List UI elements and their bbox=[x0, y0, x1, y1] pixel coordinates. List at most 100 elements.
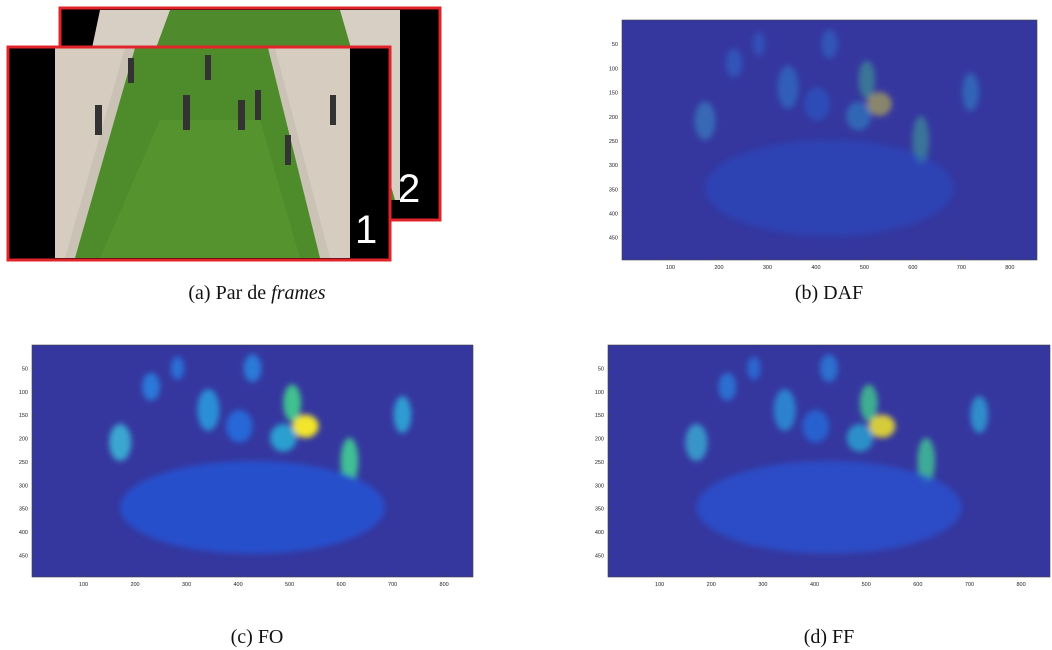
caption-text: FF bbox=[832, 626, 854, 648]
x-tick-label: 300 bbox=[182, 582, 191, 588]
y-tick-label: 200 bbox=[595, 437, 604, 443]
frame-number: 1 bbox=[355, 208, 377, 252]
heat-blob bbox=[859, 61, 876, 99]
heat-blob bbox=[696, 461, 961, 554]
heat-blob bbox=[270, 424, 296, 452]
caption-emphasis: frames bbox=[271, 282, 326, 304]
heat-blob bbox=[860, 384, 878, 421]
x-tick-label: 400 bbox=[811, 265, 820, 271]
y-tick-label: 250 bbox=[609, 139, 618, 145]
caption-label: (b) bbox=[795, 282, 818, 304]
heat-blob bbox=[820, 354, 838, 382]
caption: (d) FF bbox=[804, 626, 855, 648]
x-tick-label: 200 bbox=[714, 265, 723, 271]
heat-blob bbox=[695, 102, 716, 140]
y-tick-label: 450 bbox=[609, 236, 618, 242]
y-tick-label: 150 bbox=[19, 413, 28, 419]
x-tick-label: 100 bbox=[655, 582, 664, 588]
y-tick-label: 300 bbox=[19, 483, 28, 489]
heat-blob bbox=[685, 424, 707, 461]
x-tick-label: 300 bbox=[763, 265, 772, 271]
y-tick-label: 100 bbox=[609, 66, 618, 72]
heat-blob bbox=[109, 424, 131, 461]
x-tick-label: 200 bbox=[130, 582, 139, 588]
heat-blob bbox=[846, 102, 871, 131]
heat-blob bbox=[847, 424, 874, 452]
x-tick-label: 400 bbox=[810, 582, 819, 588]
caption-text: Par de bbox=[216, 282, 267, 304]
x-tick-label: 800 bbox=[1016, 582, 1025, 588]
y-tick-label: 400 bbox=[595, 530, 604, 536]
heat-blob bbox=[197, 389, 219, 431]
x-tick-label: 700 bbox=[965, 582, 974, 588]
heat-blob bbox=[719, 373, 737, 401]
y-tick-label: 400 bbox=[609, 212, 618, 218]
heat-blob bbox=[705, 140, 954, 236]
y-tick-label: 400 bbox=[19, 530, 28, 536]
heatmap-panel: 100 200 300 400 500 600 700 800 50 100 150 200 250 30… bbox=[609, 20, 1037, 271]
x-tick-label: 600 bbox=[337, 582, 346, 588]
x-tick-label: 700 bbox=[388, 582, 397, 588]
heat-blob bbox=[226, 410, 252, 442]
x-tick-label: 700 bbox=[957, 265, 966, 271]
x-tick-label: 500 bbox=[285, 582, 294, 588]
y-tick-label: 200 bbox=[19, 437, 28, 443]
heat-blob bbox=[962, 73, 979, 111]
caption: (c) FO bbox=[231, 626, 284, 648]
y-tick-label: 300 bbox=[595, 483, 604, 489]
heat-blob bbox=[970, 396, 988, 433]
heat-blob bbox=[747, 357, 760, 380]
y-tick-label: 150 bbox=[609, 91, 618, 97]
frame-number: 2 bbox=[398, 167, 420, 211]
x-tick-label: 500 bbox=[862, 582, 871, 588]
heat-blob bbox=[805, 87, 830, 121]
frame-1: 1 bbox=[8, 47, 390, 260]
heat-blob bbox=[753, 32, 765, 56]
y-tick-label: 50 bbox=[22, 366, 28, 372]
caption-text: FO bbox=[258, 626, 284, 648]
heat-blob bbox=[142, 373, 160, 401]
heatmap-panel: 100 200 300 400 500 600 700 800 50 100 150 200 250 30… bbox=[19, 345, 473, 588]
heat-blob bbox=[821, 30, 838, 59]
x-tick-label: 800 bbox=[440, 582, 449, 588]
x-tick-label: 200 bbox=[707, 582, 716, 588]
caption: (a) Par de frames bbox=[188, 282, 325, 304]
x-tick-label: 500 bbox=[860, 265, 869, 271]
x-tick-label: 600 bbox=[908, 265, 917, 271]
y-tick-label: 250 bbox=[595, 460, 604, 466]
y-tick-label: 250 bbox=[19, 460, 28, 466]
caption-label: (c) bbox=[231, 626, 253, 648]
x-tick-label: 800 bbox=[1005, 265, 1014, 271]
x-tick-label: 400 bbox=[233, 582, 242, 588]
y-tick-label: 350 bbox=[609, 187, 618, 193]
x-tick-label: 300 bbox=[758, 582, 767, 588]
y-tick-label: 100 bbox=[19, 390, 28, 396]
y-tick-label: 450 bbox=[595, 553, 604, 559]
heat-blob bbox=[774, 389, 796, 431]
heat-blob bbox=[283, 384, 301, 421]
heat-blob bbox=[778, 66, 799, 109]
y-tick-label: 200 bbox=[609, 115, 618, 121]
heat-blob bbox=[394, 396, 412, 433]
caption-label: (a) bbox=[188, 282, 210, 304]
y-tick-label: 50 bbox=[598, 366, 604, 372]
y-tick-label: 150 bbox=[595, 413, 604, 419]
heat-blob bbox=[726, 49, 743, 78]
x-tick-label: 600 bbox=[913, 582, 922, 588]
heat-blob bbox=[171, 357, 184, 380]
y-tick-label: 350 bbox=[595, 507, 604, 513]
heat-blob bbox=[802, 410, 829, 442]
y-tick-label: 50 bbox=[612, 42, 618, 48]
heat-blob bbox=[244, 354, 262, 382]
heat-blob bbox=[120, 461, 385, 554]
y-tick-label: 450 bbox=[19, 553, 28, 559]
x-tick-label: 100 bbox=[79, 582, 88, 588]
x-tick-label: 100 bbox=[666, 265, 675, 271]
figure: 2 1 (a) Par de frames 100 200 300 400 500 600… bbox=[0, 0, 1052, 650]
heatmap-panel: 100 200 300 400 500 600 700 800 50 100 150 200 250 30… bbox=[595, 345, 1050, 588]
caption-text: DAF bbox=[823, 282, 863, 304]
caption-label: (d) bbox=[804, 626, 827, 648]
y-tick-label: 350 bbox=[19, 507, 28, 513]
y-tick-label: 300 bbox=[609, 163, 618, 169]
y-tick-label: 100 bbox=[595, 390, 604, 396]
